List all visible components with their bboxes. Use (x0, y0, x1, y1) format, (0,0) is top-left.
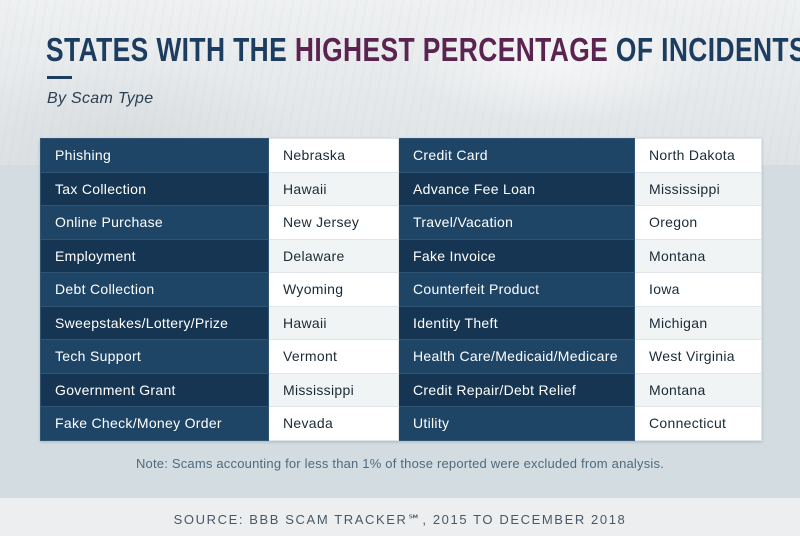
table-row: Sweepstakes/Lottery/Prize Hawaii Identity … (40, 305, 762, 340)
state-cell: Iowa (634, 272, 762, 307)
scam-type-cell: Health Care/Medicaid/Medicare (398, 339, 635, 374)
scam-type-cell: Fake Invoice (398, 238, 635, 273)
scam-type-cell: Identity Theft (398, 305, 635, 340)
state-cell: Connecticut (634, 406, 762, 441)
state-cell: West Virginia (634, 339, 762, 374)
scam-type-cell: Travel/Vacation (398, 205, 635, 240)
scam-type-cell: Tax Collection (40, 171, 269, 206)
table-row: Online Purchase New Jersey Travel/Vacation… (40, 205, 762, 240)
title-part-3: OF INCIDENTS (608, 31, 800, 68)
scam-type-cell: Sweepstakes/Lottery/Prize (40, 305, 269, 340)
table-row: Phishing Nebraska Credit Card North Dakota (40, 138, 762, 173)
table-row: Tech Support Vermont Health Care/Medicaid/… (40, 339, 762, 374)
scam-type-cell: Online Purchase (40, 205, 269, 240)
table-row: Employment Delaware Fake Invoice Montana (40, 238, 762, 273)
state-cell: New Jersey (268, 205, 399, 240)
scam-type-cell: Government Grant (40, 372, 269, 407)
state-cell: Vermont (268, 339, 399, 374)
state-cell: Delaware (268, 238, 399, 273)
table-row: Tax Collection Hawaii Advance Fee Loan Miss… (40, 171, 762, 206)
title-part-1: STATES WITH THE (46, 31, 295, 68)
scam-type-cell: Phishing (40, 138, 269, 173)
title-highlight: HIGHEST PERCENTAGE (294, 31, 609, 68)
scam-type-cell: Credit Repair/Debt Relief (398, 372, 635, 407)
page-subtitle: By Scam Type (47, 90, 154, 107)
state-cell: Michigan (634, 305, 762, 340)
state-cell: Mississippi (268, 372, 399, 407)
scam-type-cell: Tech Support (40, 339, 269, 374)
state-cell: Hawaii (268, 305, 399, 340)
state-cell: Oregon (634, 205, 762, 240)
scam-state-table: Phishing Nebraska Credit Card North Dakota T… (40, 138, 762, 441)
table-row: Debt Collection Wyoming Counterfeit Produc… (40, 272, 762, 307)
state-cell: Montana (634, 372, 762, 407)
source-citation: SOURCE: BBB SCAM TRACKER℠, 2015 TO DECEM… (173, 512, 627, 527)
state-cell: Hawaii (268, 171, 399, 206)
scam-type-cell: Credit Card (398, 138, 635, 173)
state-cell: Wyoming (268, 272, 399, 307)
scam-type-cell: Fake Check/Money Order (40, 406, 269, 441)
page-title: STATES WITH THE HIGHEST PERCENTAGE OF IN… (46, 30, 800, 70)
scam-type-cell: Debt Collection (40, 272, 269, 307)
scam-type-cell: Employment (40, 238, 269, 273)
scam-type-cell: Advance Fee Loan (398, 171, 635, 206)
state-cell: Montana (634, 238, 762, 273)
footnote: Note: Scams accounting for less than 1% … (135, 456, 665, 471)
state-cell: Nevada (268, 406, 399, 441)
footer-band (0, 498, 800, 536)
title-underline-accent (47, 76, 72, 79)
header-background (0, 0, 800, 165)
scam-type-cell: Utility (398, 406, 635, 441)
table-row: Fake Check/Money Order Nevada Utility Conne… (40, 406, 762, 441)
state-cell: Mississippi (634, 171, 762, 206)
table-body: Phishing Nebraska Credit Card North Dakota T… (40, 138, 762, 441)
state-cell: North Dakota (634, 138, 762, 173)
state-cell: Nebraska (268, 138, 399, 173)
scam-type-cell: Counterfeit Product (398, 272, 635, 307)
table-row: Government Grant Mississippi Credit Repair… (40, 372, 762, 407)
